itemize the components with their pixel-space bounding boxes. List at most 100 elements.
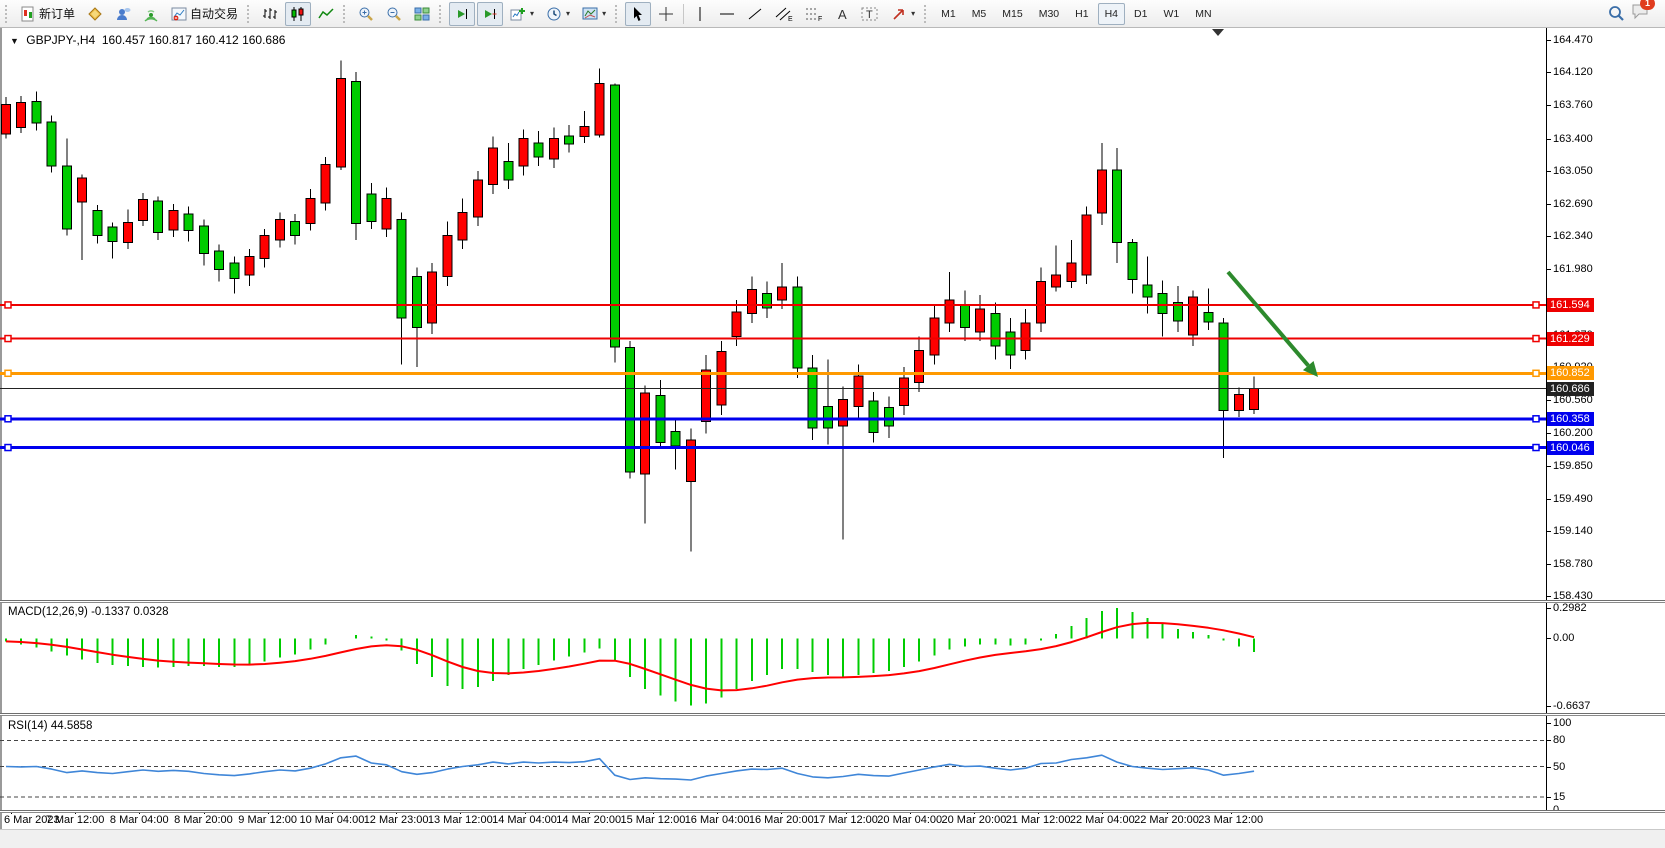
signal-icon — [144, 9, 158, 22]
candle-body — [929, 317, 940, 356]
time-axis-label: 7 Mar 12:00 — [45, 814, 105, 826]
horizontal-line-button[interactable] — [714, 2, 740, 26]
rsi-canvas[interactable] — [0, 717, 1546, 810]
candle-body — [77, 177, 88, 203]
price-line-badge-161.229[interactable]: 161.229 — [1547, 331, 1594, 346]
candle-body — [259, 234, 270, 259]
tile-windows-button[interactable] — [409, 2, 435, 26]
autotrade-button[interactable]: 自动交易 — [166, 2, 243, 26]
notifications-button[interactable]: 1 — [1631, 0, 1655, 25]
fibonacci-icon: F — [806, 8, 822, 22]
time-axis-label: 22 Mar 04:00 — [1069, 814, 1135, 826]
line-chart-button[interactable] — [313, 2, 339, 26]
price-tick — [1546, 400, 1551, 402]
templates-button[interactable]: ▾ — [577, 2, 611, 26]
cursor-button[interactable] — [625, 1, 652, 26]
search-icon — [1609, 5, 1624, 21]
search-button[interactable] — [1602, 2, 1630, 26]
candle-body — [975, 308, 986, 333]
chart-ohlc-title[interactable]: ▼ GBPJPY-,H4 160.457 160.817 160.412 160… — [10, 33, 285, 47]
timeframe-M1[interactable]: M1 — [941, 7, 956, 20]
timeframe-D1[interactable]: D1 — [1134, 7, 1148, 20]
signals-button[interactable] — [138, 2, 164, 26]
text-label-button[interactable]: T — [856, 2, 884, 26]
timeframe-H1[interactable]: H1 — [1075, 7, 1089, 20]
trendline-button[interactable] — [742, 2, 768, 26]
line-handle[interactable] — [1532, 334, 1540, 343]
equidistant-channel-button[interactable]: E — [770, 2, 798, 26]
zoom-out-icon — [387, 7, 401, 21]
low-value: 160.412 — [195, 33, 239, 47]
auto-scroll-button[interactable] — [449, 1, 476, 26]
price-line-badge-160.046[interactable]: 160.046 — [1547, 440, 1594, 455]
new-chart-icon — [510, 7, 526, 20]
candlestick-chart-button[interactable] — [285, 1, 312, 26]
text-button[interactable]: A — [830, 2, 854, 26]
collapse-triangle-icon[interactable]: ▼ — [10, 36, 19, 46]
zoom-in-button[interactable] — [353, 2, 379, 26]
price-line-badge-160.852[interactable]: 160.852 — [1547, 366, 1594, 381]
panel-divider[interactable] — [0, 600, 1665, 603]
vertical-line-icon — [699, 6, 701, 21]
line-handle[interactable] — [4, 334, 12, 343]
macd-canvas[interactable] — [0, 604, 1546, 713]
time-axis-label: 9 Mar 12:00 — [238, 814, 297, 826]
bar-chart-button[interactable] — [257, 2, 283, 26]
line-handle[interactable] — [4, 369, 12, 378]
candle-body — [1035, 280, 1046, 324]
price-line-badge-160.686[interactable]: 160.686 — [1547, 381, 1594, 396]
time-axis-label: 23 Mar 12:00 — [1198, 814, 1264, 826]
main-chart-canvas[interactable] — [0, 28, 1546, 600]
line-handle[interactable] — [4, 301, 12, 309]
trendline-icon — [748, 8, 762, 19]
price-line-badge-160.358[interactable]: 160.358 — [1547, 411, 1594, 426]
candle-body — [609, 84, 620, 348]
panel-divider[interactable] — [0, 713, 1665, 716]
time-axis-label: 16 Mar 20:00 — [748, 814, 814, 826]
timeframe-M5[interactable]: M5 — [971, 7, 987, 20]
chart-shift-button[interactable] — [477, 1, 504, 26]
line-handle[interactable] — [1532, 301, 1540, 309]
line-handle[interactable] — [4, 443, 12, 452]
candle-body — [31, 101, 42, 124]
crosshair-icon — [659, 6, 674, 21]
timeframe-M15[interactable]: M15 — [1002, 7, 1023, 20]
zoom-out-button[interactable] — [381, 2, 407, 26]
price-tick — [1546, 72, 1551, 74]
timeframe-MN[interactable]: MN — [1195, 7, 1212, 20]
chart-shift-marker[interactable] — [1212, 29, 1224, 36]
candle-body — [1096, 169, 1107, 214]
new-chart-button[interactable]: ▾ — [505, 2, 539, 26]
periods-button[interactable]: ▾ — [541, 2, 575, 26]
line-handle[interactable] — [4, 415, 12, 423]
price-tick-label: 164.120 — [1553, 66, 1593, 79]
timeframe-H4[interactable]: H4 — [1097, 2, 1126, 25]
candle-body — [868, 400, 879, 433]
candle-body — [1203, 312, 1214, 323]
crosshair-button[interactable] — [653, 2, 679, 26]
rsi-line — [5, 754, 1255, 781]
timeframe-M30[interactable]: M30 — [1038, 7, 1060, 20]
fibonacci-button[interactable]: F — [800, 2, 828, 26]
timeframe-group: M1 M5 M15 M30 H1 H4 D1 W1 MN — [933, 2, 1219, 25]
deposit-button[interactable] — [82, 2, 108, 26]
community-button[interactable] — [110, 2, 136, 26]
candle-body — [594, 82, 605, 136]
toolbar: 新订单 自动交易 ▾ ▾ — [0, 0, 1665, 28]
line-handle[interactable] — [1532, 415, 1540, 423]
new-order-button[interactable]: 新订单 — [15, 2, 80, 26]
bar-chart-icon — [263, 7, 278, 19]
timeframe-W1[interactable]: W1 — [1163, 7, 1180, 20]
line-handle[interactable] — [1532, 369, 1540, 378]
price-tick — [1546, 465, 1551, 467]
price-line-badge-161.594[interactable]: 161.594 — [1547, 297, 1594, 312]
group-grip — [343, 4, 348, 23]
rsi-axis-tick — [1546, 740, 1551, 742]
vertical-line-button[interactable] — [688, 2, 712, 26]
line-handle[interactable] — [1532, 443, 1540, 452]
arrows-objects-button[interactable]: ▾ — [886, 2, 920, 26]
candle-body — [183, 213, 194, 232]
candle-body — [427, 271, 438, 324]
trend-arrow[interactable] — [1226, 270, 1310, 367]
